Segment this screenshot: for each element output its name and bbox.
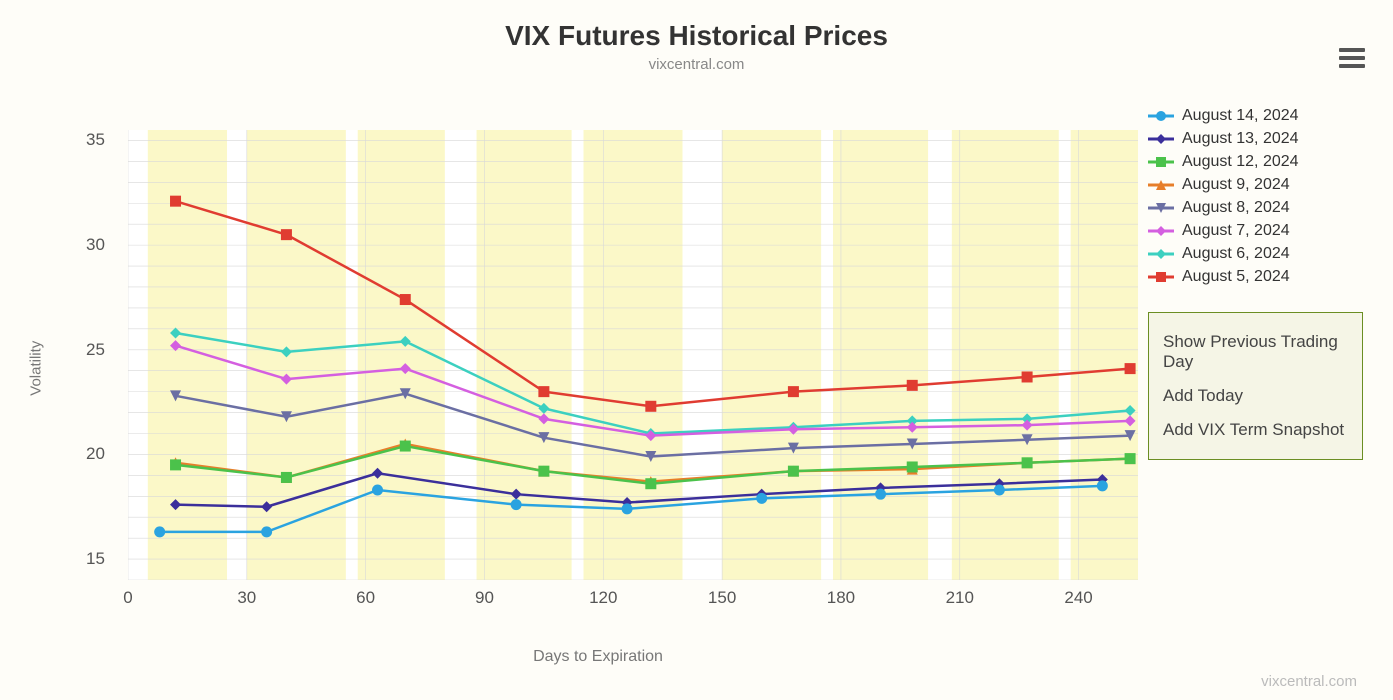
actions-panel: Show Previous Trading DayAdd TodayAdd VI… (1148, 312, 1363, 460)
legend-label: August 14, 2024 (1182, 107, 1299, 125)
legend-item[interactable]: August 12, 2024 (1148, 153, 1363, 171)
legend-marker-icon (1148, 270, 1174, 284)
chart-title: VIX Futures Historical Prices (18, 20, 1375, 52)
legend-label: August 8, 2024 (1182, 199, 1290, 217)
y-tick-label: 20 (86, 444, 105, 464)
y-tick-label: 35 (86, 130, 105, 150)
legend-label: August 12, 2024 (1182, 153, 1299, 171)
x-tick-label: 30 (237, 588, 256, 608)
legend-label: August 5, 2024 (1182, 268, 1290, 286)
x-tick-label: 240 (1064, 588, 1092, 608)
y-tick-label: 25 (86, 340, 105, 360)
legend-marker-icon (1148, 247, 1174, 261)
chart-body: Volatility 15202530350306090120150180210… (58, 130, 1138, 620)
legend-item[interactable]: August 8, 2024 (1148, 199, 1363, 217)
legend-marker-icon (1148, 178, 1174, 192)
legend-label: August 6, 2024 (1182, 245, 1290, 263)
legend-label: August 7, 2024 (1182, 222, 1290, 240)
action-item[interactable]: Add Today (1163, 379, 1348, 413)
legend-marker-icon (1148, 155, 1174, 169)
x-tick-label: 150 (708, 588, 736, 608)
x-tick-label: 90 (475, 588, 494, 608)
legend-item[interactable]: August 5, 2024 (1148, 268, 1363, 286)
y-axis-label: Volatility (28, 341, 45, 396)
watermark: vixcentral.com (1261, 673, 1357, 690)
x-tick-label: 210 (946, 588, 974, 608)
hamburger-menu-icon[interactable] (1339, 44, 1365, 72)
legend-marker-icon (1148, 224, 1174, 238)
action-item[interactable]: Show Previous Trading Day (1163, 325, 1348, 379)
y-tick-label: 15 (86, 549, 105, 569)
legend-marker-icon (1148, 201, 1174, 215)
side-panel: August 14, 2024 August 13, 2024 August 12,… (1148, 102, 1363, 460)
x-tick-label: 120 (589, 588, 617, 608)
legend-item[interactable]: August 13, 2024 (1148, 130, 1363, 148)
legend-item[interactable]: August 6, 2024 (1148, 245, 1363, 263)
chart-container: VIX Futures Historical Prices vixcentral… (18, 20, 1375, 696)
x-tick-label: 60 (356, 588, 375, 608)
legend: August 14, 2024 August 13, 2024 August 12,… (1148, 107, 1363, 286)
x-tick-label: 0 (123, 588, 132, 608)
legend-label: August 9, 2024 (1182, 176, 1290, 194)
legend-item[interactable]: August 14, 2024 (1148, 107, 1363, 125)
y-tick-label: 30 (86, 235, 105, 255)
legend-item[interactable]: August 7, 2024 (1148, 222, 1363, 240)
legend-item[interactable]: August 9, 2024 (1148, 176, 1363, 194)
chart-subtitle: vixcentral.com (18, 56, 1375, 73)
action-item[interactable]: Add VIX Term Snapshot (1163, 413, 1348, 447)
legend-marker-icon (1148, 109, 1174, 123)
legend-marker-icon (1148, 132, 1174, 146)
chart-svg (128, 130, 1138, 580)
plot-area: 15202530350306090120150180210240 (128, 130, 1138, 580)
x-tick-label: 180 (827, 588, 855, 608)
x-axis-label: Days to Expiration (533, 648, 663, 666)
legend-label: August 13, 2024 (1182, 130, 1299, 148)
